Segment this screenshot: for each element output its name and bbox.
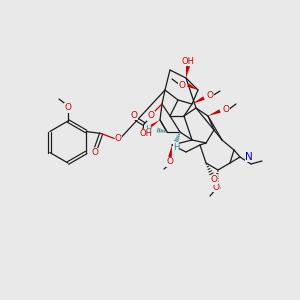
Text: H: H [145, 125, 151, 134]
Text: O: O [211, 176, 218, 184]
Text: O: O [64, 103, 71, 112]
Polygon shape [187, 83, 198, 90]
Text: O: O [130, 110, 137, 119]
Polygon shape [186, 66, 190, 78]
Text: O: O [223, 106, 230, 115]
Text: N: N [245, 152, 253, 162]
Text: O: O [167, 158, 173, 166]
Polygon shape [208, 109, 221, 116]
Text: O: O [212, 182, 220, 191]
Text: O: O [148, 112, 154, 121]
Text: OH: OH [140, 130, 152, 139]
Polygon shape [147, 120, 160, 130]
Polygon shape [192, 96, 205, 104]
Text: O: O [92, 148, 99, 157]
Text: O: O [178, 80, 185, 89]
Text: H: H [173, 142, 179, 152]
Text: O: O [206, 92, 214, 100]
Text: O: O [115, 134, 122, 143]
Polygon shape [168, 145, 172, 157]
Text: OH: OH [182, 56, 194, 65]
